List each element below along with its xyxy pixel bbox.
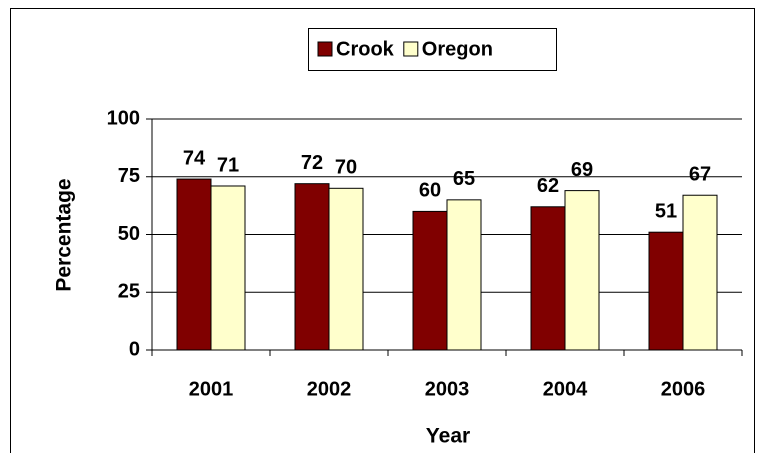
y-tick-label: 50 [118, 223, 140, 245]
value-label: 71 [217, 154, 239, 176]
value-label: 51 [655, 200, 677, 222]
bar [682, 194, 718, 351]
bar [530, 206, 566, 351]
bar [328, 187, 364, 351]
value-label: 70 [335, 157, 357, 179]
legend-swatch [403, 41, 419, 57]
value-label: 72 [301, 152, 323, 174]
y-tick-label: 0 [129, 338, 140, 360]
x-tick-label: 2006 [661, 378, 706, 400]
y-tick-label: 25 [118, 281, 140, 303]
x-tick-label: 2001 [189, 378, 234, 400]
value-label: 60 [419, 180, 441, 202]
y-axis-label: Percentage [53, 178, 76, 291]
value-label: 65 [453, 168, 475, 190]
chart-frame [10, 8, 755, 453]
bar [564, 190, 600, 351]
bar [210, 185, 246, 351]
x-tick-label: 2002 [307, 378, 352, 400]
x-tick-label: 2003 [425, 378, 470, 400]
bar [176, 178, 212, 351]
bar [648, 231, 684, 351]
legend-label: Crook [336, 38, 395, 60]
legend-box [308, 28, 557, 71]
bar [412, 210, 448, 351]
value-label: 69 [571, 159, 593, 181]
value-label: 74 [183, 147, 206, 169]
x-axis-label: Year [426, 425, 470, 448]
x-tick-label: 2004 [543, 378, 588, 400]
value-label: 62 [537, 175, 559, 197]
value-label: 67 [689, 164, 711, 186]
legend-label: Oregon [422, 38, 493, 60]
bar [446, 199, 482, 351]
y-tick-label: 75 [118, 165, 140, 187]
legend-swatch [317, 41, 333, 57]
bar [294, 183, 330, 351]
y-tick-label: 100 [107, 107, 140, 129]
